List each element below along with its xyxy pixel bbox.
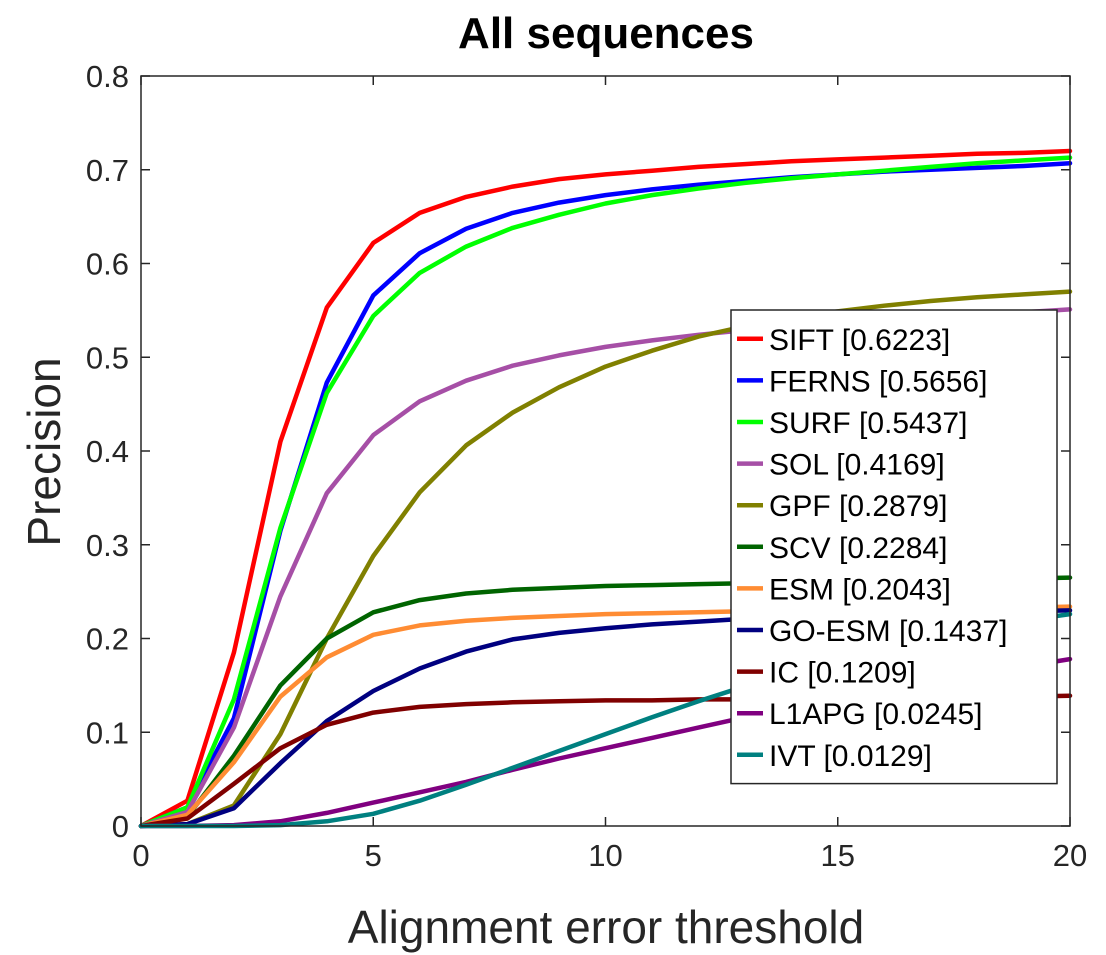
legend-label-1: FERNS [0.5656] <box>769 365 987 398</box>
y-axis-label: Precision <box>18 357 70 546</box>
x-tick-label: 5 <box>365 838 382 873</box>
legend-label-8: IC [0.1209] <box>769 657 916 690</box>
x-tick-label: 0 <box>132 838 149 873</box>
axis-ticks: 0 5 10 15 20 0 0.1 0.2 0.3 0.4 0.5 0.6 0.7 0.8 <box>86 59 1087 873</box>
y-tick-label: 0.1 <box>86 715 129 750</box>
x-axis-label: Alignment error threshold <box>348 901 864 953</box>
legend-label-2: SURF [0.5437] <box>769 407 967 440</box>
series-line-2 <box>138 155 1073 829</box>
legend-label-5: SCV [0.2284] <box>769 532 947 565</box>
x-tick-label: 20 <box>1053 838 1087 873</box>
series-line-0 <box>138 148 1073 829</box>
x-tick-label: 10 <box>588 838 622 873</box>
y-tick-label: 0.5 <box>86 340 129 375</box>
y-tick-label: 0.3 <box>86 528 129 563</box>
y-tick-label: 0.2 <box>86 622 129 657</box>
x-tick-label: 15 <box>821 838 855 873</box>
legend: SIFT [0.6223] FERNS [0.5656] SURF [0.5437]… <box>730 309 1058 785</box>
legend-label-7: GO-ESM [0.1437] <box>769 615 1007 648</box>
y-tick-label: 0.6 <box>86 247 129 282</box>
y-tick-label: 0.8 <box>86 59 129 94</box>
legend-label-6: ESM [0.2043] <box>769 573 951 606</box>
legend-label-10: IVT [0.0129] <box>769 740 932 773</box>
y-tick-label: 0 <box>112 809 129 844</box>
y-tick-label: 0.7 <box>86 153 129 188</box>
y-tick-label: 0.4 <box>86 434 129 469</box>
legend-label-0: SIFT [0.6223] <box>769 324 950 357</box>
legend-label-4: GPF [0.2879] <box>769 490 947 523</box>
legend-box <box>730 309 1058 785</box>
series-line-4 <box>138 289 1073 829</box>
legend-label-9: L1APG [0.0245] <box>769 698 983 731</box>
legend-label-3: SOL [0.4169] <box>769 449 945 482</box>
chart-title: All sequences <box>458 9 754 58</box>
